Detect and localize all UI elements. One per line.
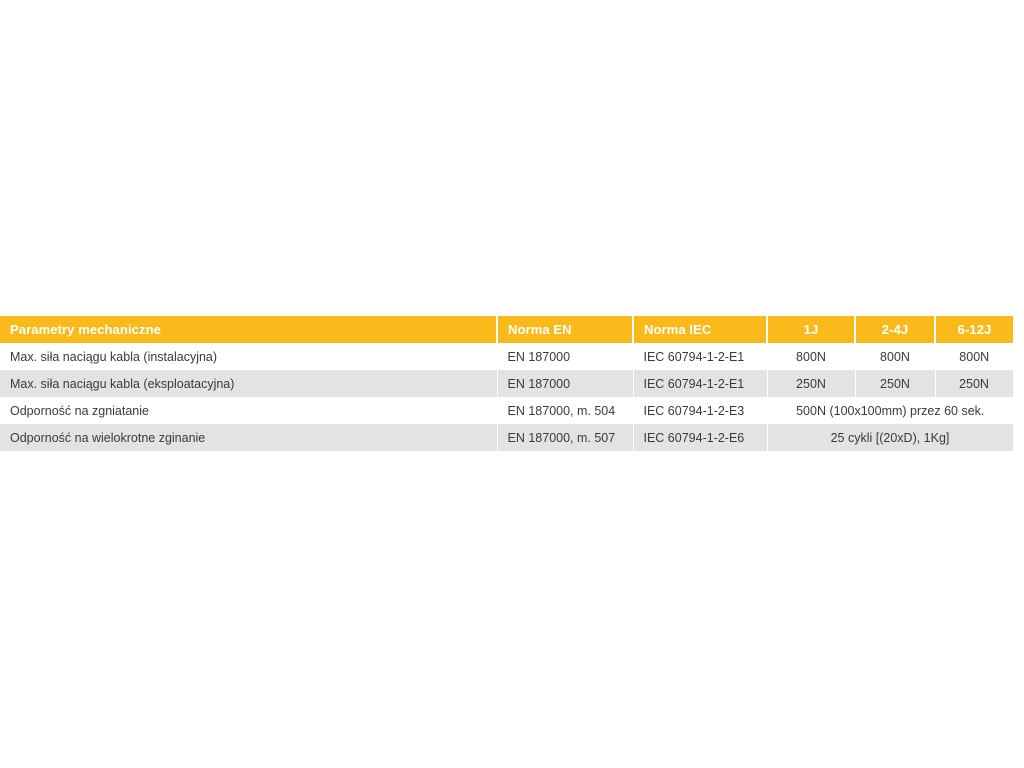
column-header-norma-iec: Norma IEC [633,316,768,343]
table-row: Odporność na wielokrotne zginanie EN 187… [0,424,1014,451]
cell-value-1j: 250N [767,370,856,397]
cell-norma-en: EN 187000 [497,343,634,370]
table-row: Max. siła naciągu kabla (instalacyjna) E… [0,343,1013,370]
specification-table-container: Parametry mechaniczne Norma EN Norma IEC… [0,316,1014,451]
cell-value-merged: 25 cykli [(20xD), 1Kg] [767,424,1014,451]
cell-value-2-4j: 800N [855,343,936,370]
cell-norma-en: EN 187000, m. 504 [497,397,634,424]
cell-norma-iec: IEC 60794-1-2-E1 [633,370,768,397]
cell-value-6-12j: 250N [935,370,1014,397]
table-body: Max. siła naciągu kabla (instalacyjna) E… [0,343,1014,451]
cell-parameter-name: Odporność na wielokrotne zginanie [0,424,498,451]
column-header-2-4j: 2-4J [855,316,936,343]
mechanical-parameters-table: Parametry mechaniczne Norma EN Norma IEC… [0,316,1014,451]
column-header-parametry-mechaniczne: Parametry mechaniczne [0,316,498,343]
cell-parameter-name: Max. siła naciągu kabla (eksploatacyjna) [0,370,498,397]
table-row: Max. siła naciągu kabla (eksploatacyjna)… [0,370,1014,397]
table-row: Odporność na zgniatanie EN 187000, m. 50… [0,397,1013,424]
column-header-6-12j: 6-12J [935,316,1013,343]
cell-value-1j: 800N [767,343,856,370]
cell-value-merged: 500N (100x100mm) przez 60 sek. [767,397,1013,424]
cell-value-2-4j: 250N [855,370,936,397]
cell-norma-en: EN 187000 [497,370,634,397]
cell-parameter-name: Odporność na zgniatanie [0,397,498,424]
cell-norma-iec: IEC 60794-1-2-E6 [633,424,768,451]
column-header-1j: 1J [767,316,856,343]
cell-norma-iec: IEC 60794-1-2-E1 [633,343,768,370]
cell-norma-en: EN 187000, m. 507 [497,424,634,451]
table-header: Parametry mechaniczne Norma EN Norma IEC… [0,316,1013,343]
cell-value-6-12j: 800N [935,343,1013,370]
cell-norma-iec: IEC 60794-1-2-E3 [633,397,768,424]
column-header-norma-en: Norma EN [497,316,634,343]
table-header-row: Parametry mechaniczne Norma EN Norma IEC… [0,316,1013,343]
cell-parameter-name: Max. siła naciągu kabla (instalacyjna) [0,343,498,370]
